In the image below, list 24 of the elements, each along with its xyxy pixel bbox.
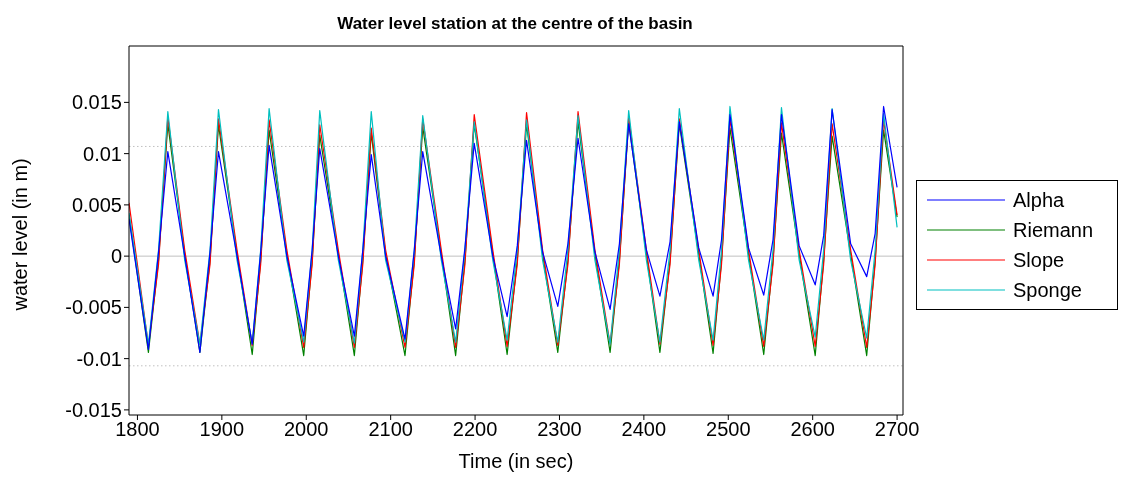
- x-tick-label: 2300: [537, 418, 582, 441]
- y-tick-label: 0.005: [71, 193, 122, 216]
- y-tick-label: -0.015: [65, 398, 122, 421]
- y-tick-label: 0: [110, 245, 122, 268]
- x-tick-label: 2000: [284, 418, 329, 441]
- x-tick-label: 2700: [874, 418, 920, 441]
- x-tick-label: 1900: [199, 418, 245, 441]
- chart-title: Water level station at the centre of the basin: [336, 14, 694, 34]
- x-tick-label: 1800: [115, 418, 160, 441]
- legend-label: Riemann: [1013, 218, 1094, 242]
- x-tick-label: 2200: [452, 418, 498, 441]
- x-tick-label: 2100: [368, 418, 413, 441]
- x-tick-label: 2500: [706, 418, 751, 441]
- y-tick-label: 0.01: [83, 142, 122, 165]
- y-axis-title: water level (in m): [9, 158, 32, 312]
- y-tick-label: -0.005: [65, 296, 122, 319]
- legend-label: Alpha: [1013, 188, 1065, 212]
- x-axis-title: Time (in sec): [458, 450, 574, 472]
- y-tick-label: -0.01: [76, 347, 122, 370]
- x-tick-label: 2400: [621, 418, 667, 441]
- y-tick-label: 0.015: [71, 91, 122, 114]
- legend-label: Sponge: [1013, 278, 1082, 302]
- x-tick-label: 2600: [790, 418, 835, 441]
- legend-label: Slope: [1013, 248, 1065, 272]
